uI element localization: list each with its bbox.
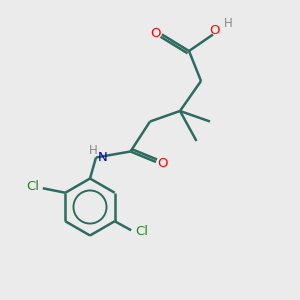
Text: N: N [98, 151, 107, 164]
Text: O: O [150, 27, 161, 40]
Text: Cl: Cl [135, 225, 148, 238]
Text: O: O [157, 157, 168, 170]
Text: Cl: Cl [26, 180, 39, 193]
Text: O: O [209, 23, 220, 37]
Text: H: H [88, 144, 98, 158]
Text: H: H [224, 16, 233, 30]
